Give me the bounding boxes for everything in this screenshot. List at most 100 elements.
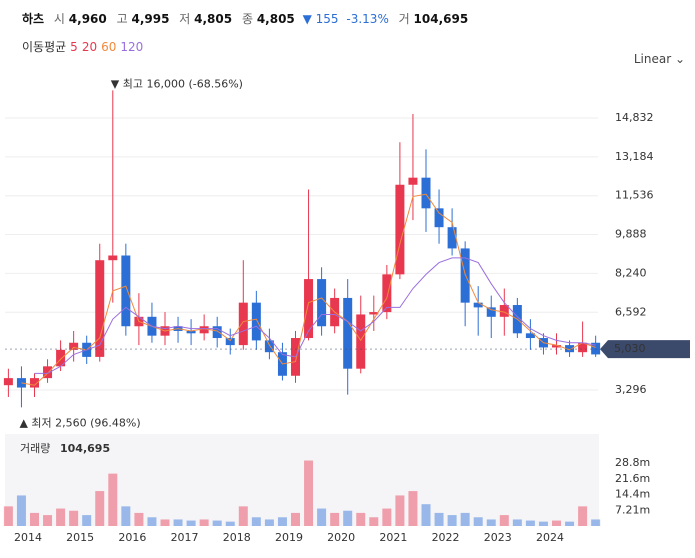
y-tick-label: 11,536 <box>615 189 654 202</box>
last-price-label: 5,030 <box>614 342 646 355</box>
candle-body <box>69 342 79 350</box>
legend-entry: 60 <box>101 40 117 54</box>
volume-bar <box>408 491 418 526</box>
volume-bar <box>69 510 79 526</box>
scale-toggle[interactable]: Linear ⌄ <box>633 52 685 66</box>
volume-tick-label: 7.21m <box>615 503 650 516</box>
volume-bar <box>356 512 366 526</box>
candle-body <box>486 307 496 317</box>
x-tick-label: 2022 <box>432 531 460 544</box>
volume-bar <box>330 512 340 526</box>
stock-name: 하츠 <box>22 12 45 26</box>
y-tick-label: 14,832 <box>615 111 654 124</box>
max-annotation: ▼ 최고 16,000 (-68.56%) <box>111 77 243 90</box>
label: 고 <box>116 12 128 26</box>
change: ▼ 155 <box>302 12 339 26</box>
x-tick-label: 2023 <box>484 531 512 544</box>
candle-body <box>108 255 118 261</box>
volume-tick-label: 21.6m <box>615 472 650 485</box>
candle-body <box>238 302 248 346</box>
volume-bar <box>160 519 170 526</box>
volume-bar <box>460 512 470 526</box>
value: 4,805 <box>194 12 233 26</box>
value: 4,960 <box>68 12 107 26</box>
candle-body <box>382 274 392 313</box>
ma-line <box>21 193 596 386</box>
volume-bar <box>16 495 26 526</box>
candle-body <box>473 302 483 308</box>
candle-body <box>186 330 196 334</box>
volume-bar <box>277 517 287 526</box>
candle-body <box>552 345 562 348</box>
volume-panel <box>5 434 599 526</box>
volume-bar <box>251 517 261 526</box>
y-tick-label: 3,296 <box>615 383 647 396</box>
candle-body <box>95 260 105 357</box>
value: 4,995 <box>131 12 170 26</box>
volume-bar <box>121 506 131 526</box>
volume-bar <box>264 519 274 526</box>
candle-body <box>56 349 66 367</box>
label: 시 <box>53 12 65 26</box>
legend: 이동평균 5 20 60 120 <box>22 38 147 55</box>
volume-bar <box>147 517 157 526</box>
candle-body <box>199 326 209 334</box>
legend-entry: 5 <box>70 40 78 54</box>
change-pct: -3.13% <box>346 12 389 26</box>
candle-body <box>29 378 39 388</box>
candle-body <box>264 340 274 353</box>
x-tick-label: 2021 <box>379 531 407 544</box>
volume-bar <box>43 515 53 526</box>
volume-tick-label: 14.4m <box>615 488 650 501</box>
label: 저 <box>179 12 191 26</box>
candle-body <box>565 345 575 353</box>
volume-bar <box>486 519 496 526</box>
y-tick-label: 9,888 <box>615 228 647 241</box>
candle-body <box>395 184 405 275</box>
candle-body <box>225 338 235 346</box>
volume-bar <box>304 460 314 526</box>
x-tick-label: 2020 <box>327 531 355 544</box>
label: 종 <box>241 12 253 26</box>
volume-bar <box>3 506 13 526</box>
candle-body <box>317 279 327 327</box>
x-tick-label: 2014 <box>14 531 42 544</box>
legend-entry: 120 <box>120 40 144 54</box>
volume-bar <box>538 521 548 526</box>
scale-label[interactable]: Linear <box>633 52 672 66</box>
volume-bar <box>225 521 235 526</box>
last-price-tag <box>600 340 690 359</box>
volume-bar <box>434 512 444 526</box>
candle-body <box>212 326 222 339</box>
candle-body <box>499 305 509 317</box>
value: 4,805 <box>256 12 295 26</box>
value: 104,695 <box>413 12 469 26</box>
volume-bar <box>95 491 105 526</box>
volume-bar <box>525 520 535 526</box>
volume-bar <box>212 520 222 526</box>
candle-body <box>369 312 379 315</box>
candle-body <box>578 342 588 353</box>
volume-bar <box>395 495 405 526</box>
volume-value: 104,695 <box>60 442 110 455</box>
x-tick-label: 2016 <box>118 531 146 544</box>
y-tick-label: 13,184 <box>615 150 654 163</box>
candle-body <box>251 302 261 341</box>
y-tick-label: 8,240 <box>615 266 647 279</box>
volume-bar <box>317 508 327 526</box>
x-tick-label: 2019 <box>275 531 303 544</box>
volume-bar <box>447 515 457 526</box>
volume-bar <box>82 515 92 526</box>
candle-body <box>343 297 353 369</box>
x-tick-label: 2017 <box>171 531 199 544</box>
label: 거 <box>398 12 410 26</box>
x-tick-label: 2018 <box>223 531 251 544</box>
volume-bar <box>512 519 522 526</box>
volume-bar <box>473 517 483 526</box>
candle-body <box>447 227 457 249</box>
ma-line <box>34 257 596 374</box>
candle-body <box>3 378 13 386</box>
x-tick-label: 2024 <box>536 531 564 544</box>
